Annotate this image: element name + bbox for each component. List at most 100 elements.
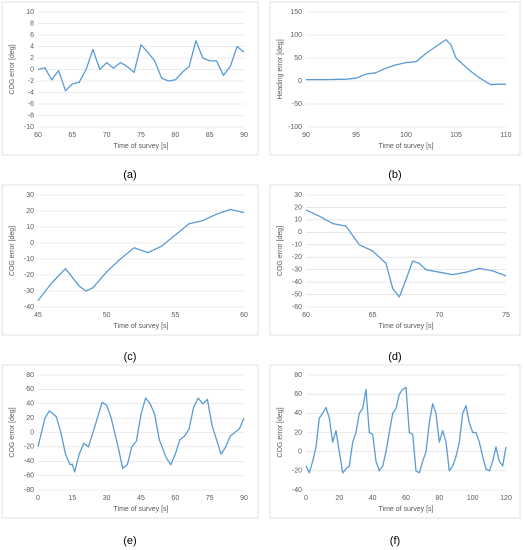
chart-frame (1, 184, 259, 336)
y-axis-label: COG error [deg] (277, 407, 284, 457)
x-axis-label: Time of survey [s] (114, 143, 169, 150)
chart-frame (269, 184, 521, 336)
x-tick-label: 65 (68, 132, 76, 139)
x-tick-label: 45 (137, 495, 145, 502)
chart-frame (269, 1, 521, 156)
y-tick-label: -40 (24, 458, 34, 465)
x-tick-label: 100 (400, 132, 412, 139)
y-tick-label: 0 (30, 240, 34, 247)
caption: (b) (388, 169, 401, 181)
x-tick-label: 55 (171, 312, 179, 319)
x-tick-label: 75 (137, 132, 145, 139)
chart-frame (1, 1, 259, 156)
y-tick-label: 10 (26, 9, 34, 16)
chart-frame (1, 364, 259, 519)
data-line (37, 208, 245, 301)
x-tick-label: 80 (171, 132, 179, 139)
y-tick-label: 4 (30, 43, 34, 50)
y-tick-label: 20 (294, 429, 302, 436)
x-axis-label: Time of survey [s] (379, 323, 434, 330)
x-tick-label: 65 (369, 312, 377, 319)
y-tick-label: 6 (30, 32, 34, 39)
x-tick-label: 85 (206, 132, 214, 139)
y-tick-label: -6 (28, 101, 34, 108)
y-axis-label: COG error [deg] (9, 226, 16, 276)
x-tick-label: 90 (240, 495, 248, 502)
caption: (a) (123, 169, 136, 181)
y-tick-label: -8 (28, 112, 34, 119)
data-line (306, 38, 506, 86)
x-tick-label: 75 (502, 312, 510, 319)
chart-frame (269, 364, 521, 519)
caption: (e) (123, 535, 136, 547)
y-tick-label: -20 (292, 254, 302, 261)
y-tick-label: 30 (26, 192, 34, 199)
x-tick-label: 70 (103, 132, 111, 139)
x-tick-label: 60 (402, 495, 410, 502)
x-tick-label: 90 (302, 132, 310, 139)
y-tick-label: 30 (294, 192, 302, 199)
caption: (d) (388, 351, 401, 363)
y-tick-label: -20 (24, 272, 34, 279)
y-tick-label: -10 (292, 242, 302, 249)
x-tick-label: 60 (240, 312, 248, 319)
x-axis-label: Time of survey [s] (114, 506, 169, 513)
y-tick-label: -2 (28, 78, 34, 85)
x-tick-label: 0 (304, 495, 308, 502)
caption: (c) (124, 351, 137, 363)
x-tick-label: 120 (500, 495, 512, 502)
y-tick-label: -10 (24, 256, 34, 263)
x-axis-label: Time of survey [s] (379, 143, 434, 150)
x-axis-label: Time of survey [s] (379, 506, 434, 513)
y-axis-label: COG error [deg] (9, 407, 16, 457)
y-tick-label: 80 (26, 372, 34, 379)
data-line (37, 397, 245, 473)
x-tick-label: 70 (435, 312, 443, 319)
y-tick-label: -30 (292, 267, 302, 274)
data-line (305, 386, 507, 474)
y-tick-label: 20 (26, 208, 34, 215)
y-tick-label: 80 (294, 372, 302, 379)
y-tick-label: 40 (26, 401, 34, 408)
y-tick-label: 150 (290, 9, 302, 16)
y-tick-label: 60 (294, 391, 302, 398)
y-tick-label: 100 (290, 32, 302, 39)
x-tick-label: 0 (36, 495, 40, 502)
y-axis-label: COG error [deg] (9, 44, 16, 94)
y-tick-label: 20 (26, 415, 34, 422)
y-axis-label: Heading error [deg] (277, 39, 284, 99)
x-tick-label: 30 (103, 495, 111, 502)
y-tick-label: -40 (24, 304, 34, 311)
x-tick-label: 50 (103, 312, 111, 319)
y-tick-label: -80 (24, 487, 34, 494)
y-tick-label: -60 (24, 472, 34, 479)
x-tick-label: 75 (206, 495, 214, 502)
y-tick-label: -20 (24, 444, 34, 451)
caption: (f) (390, 535, 400, 547)
x-tick-label: 90 (240, 132, 248, 139)
data-line (37, 40, 245, 92)
y-tick-label: 0 (298, 229, 302, 236)
y-tick-label: 60 (26, 386, 34, 393)
y-tick-label: -40 (292, 487, 302, 494)
x-tick-label: 100 (467, 495, 479, 502)
y-tick-label: -40 (292, 279, 302, 286)
x-tick-label: 60 (302, 312, 310, 319)
x-tick-label: 80 (435, 495, 443, 502)
y-tick-label: 0 (298, 78, 302, 85)
x-tick-label: 40 (369, 495, 377, 502)
x-tick-label: 60 (34, 132, 42, 139)
x-tick-label: 60 (171, 495, 179, 502)
x-tick-label: 45 (34, 312, 42, 319)
y-tick-label: 20 (294, 204, 302, 211)
y-tick-label: -50 (292, 291, 302, 298)
y-tick-label: 0 (30, 66, 34, 73)
y-tick-label: 0 (298, 449, 302, 456)
y-tick-label: -50 (292, 101, 302, 108)
y-tick-label: 10 (26, 224, 34, 231)
x-tick-label: 95 (352, 132, 360, 139)
x-tick-label: 20 (335, 495, 343, 502)
data-line (305, 209, 507, 298)
y-tick-label: 8 (30, 20, 34, 27)
